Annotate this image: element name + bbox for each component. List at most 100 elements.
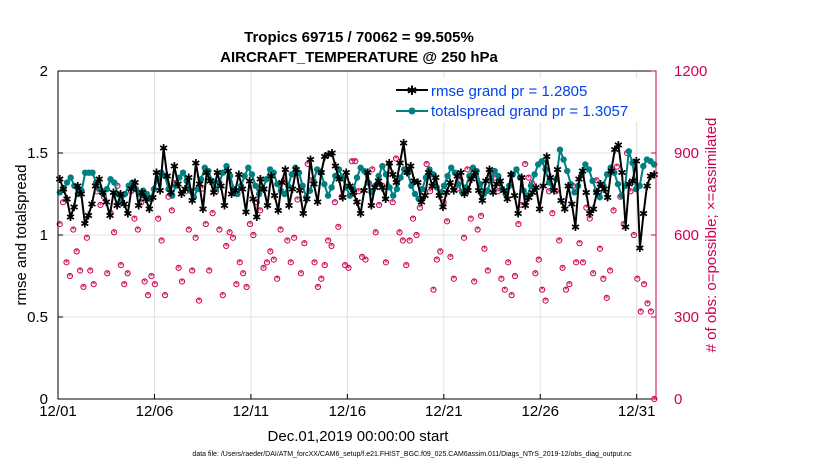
obs-possible-marker <box>236 259 243 266</box>
rmse-point: ✱ <box>105 209 114 222</box>
obs-possible-marker <box>389 199 396 206</box>
obs-assimilated-marker: * <box>401 236 405 245</box>
obs-possible-marker <box>396 229 403 236</box>
y-tick-left-label: 0.5 <box>27 309 48 326</box>
obs-possible-marker <box>80 283 87 291</box>
obs-assimilated-marker: * <box>455 185 459 194</box>
rmse-point: ✱ <box>59 183 68 196</box>
rmse-point: ✱ <box>542 150 551 163</box>
obs-possible-marker <box>76 267 84 274</box>
rmse-point: ✱ <box>625 178 634 191</box>
obs-assimilated-marker: * <box>567 280 571 289</box>
totalspread-point <box>640 162 647 170</box>
obs-assimilated-marker: * <box>591 269 595 278</box>
totalspread-point <box>379 162 386 170</box>
obs-assimilated-marker: * <box>190 267 194 276</box>
obs-assimilated-marker: * <box>323 261 327 270</box>
obs-assimilated-marker: * <box>574 258 578 267</box>
obs-possible-marker <box>216 226 223 233</box>
obs-assimilated-marker: * <box>612 206 616 215</box>
rmse-point: ✱ <box>77 188 86 201</box>
rmse-point: ✱ <box>352 196 361 209</box>
obs-possible-marker <box>532 270 539 277</box>
rmse-point: ✱ <box>474 185 483 198</box>
rmse-point: ✱ <box>592 186 601 199</box>
axis-ticks: 0 0.5 1 1.5 2 0 300 600 900 1200 12/01 12/06 12/11 12… <box>27 63 707 420</box>
rmse-point: ✱ <box>270 190 279 203</box>
obs-possible-marker <box>559 264 566 271</box>
obs-assimilated-marker: * <box>438 247 442 256</box>
rmse-point: ✱ <box>571 221 580 234</box>
rmse-point: ✱ <box>488 186 497 199</box>
totalspread-point <box>564 167 571 175</box>
obs-possible-marker <box>314 283 322 291</box>
rmse-point: ✱ <box>614 139 623 152</box>
rmse-point: ✱ <box>621 221 630 234</box>
obs-assimilated-marker: * <box>272 256 276 265</box>
obs-assimilated-marker: * <box>180 277 184 286</box>
totalspread-point <box>386 184 393 191</box>
rmse-point: ✱ <box>342 167 351 180</box>
x-tick-label: 12/01 <box>39 403 77 420</box>
obs-assimilated-marker: * <box>584 204 588 213</box>
totalspread-point <box>451 169 459 176</box>
rmse-point: ✱ <box>370 181 379 194</box>
totalspread-point <box>556 146 564 153</box>
totalspread-point <box>411 190 419 198</box>
rmse-point: ✱ <box>514 208 523 221</box>
rmse-point: ✱ <box>385 157 394 170</box>
rmse-point: ✱ <box>560 203 569 216</box>
totalspread-point <box>375 172 382 180</box>
obs-possible-marker <box>535 256 542 263</box>
legend-entry-rmse: ✱ rmse grand pr = 1.2805 <box>396 83 587 100</box>
totalspread-point <box>67 174 74 181</box>
rmse-point: ✱ <box>320 150 329 163</box>
y-tick-left-label: 0 <box>40 391 48 408</box>
obs-assimilated-marker: * <box>333 198 337 207</box>
totalspread-point <box>429 171 437 178</box>
totalspread-point <box>585 166 593 173</box>
totalspread-point <box>426 166 433 173</box>
obs-possible-marker <box>287 259 294 266</box>
obs-assimilated-marker: * <box>465 165 469 174</box>
obs-assimilated-marker: * <box>285 236 289 245</box>
obs-assimilated-marker: * <box>166 193 170 202</box>
obs-possible-marker <box>141 278 148 285</box>
rmse-point: ✱ <box>589 203 598 216</box>
obs-assimilated-marker: * <box>265 258 269 267</box>
obs-possible-marker <box>498 275 505 282</box>
rmse-point: ✱ <box>241 206 250 219</box>
obs-possible-marker <box>576 240 583 247</box>
obs-possible-marker <box>586 215 593 222</box>
obs-possible-marker <box>291 234 298 241</box>
totalspread-point <box>263 176 270 183</box>
obs-possible-marker <box>260 264 267 271</box>
obs-assimilated-marker: * <box>279 226 283 235</box>
rmse-point: ✱ <box>582 186 591 199</box>
obs-assimilated-marker: * <box>146 291 150 300</box>
rmse-point: ✱ <box>345 180 354 193</box>
totalspread-point <box>455 180 462 188</box>
obs-assimilated-marker: * <box>251 231 255 240</box>
obs-assimilated-marker: * <box>228 228 232 237</box>
obs-assimilated-marker: * <box>523 160 527 169</box>
obs-possible-marker <box>73 248 80 255</box>
obs-possible-marker <box>464 166 471 173</box>
rmse-point: ✱ <box>170 160 179 173</box>
obs-assimilated-marker: * <box>370 165 374 174</box>
rmse-point: ✱ <box>549 185 558 198</box>
totalspread-point <box>440 182 448 189</box>
obs-assimilated-marker: * <box>374 228 378 237</box>
obs-assimilated-marker: * <box>200 185 204 194</box>
rmse-point: ✱ <box>506 168 515 181</box>
x-tick-label: 12/31 <box>618 403 656 420</box>
rmse-point: ✱ <box>98 186 107 199</box>
obs-possible-marker <box>607 267 614 274</box>
obs-possible-marker <box>110 229 118 236</box>
obs-assimilated-marker: * <box>411 215 415 224</box>
rmse-point: ✱ <box>410 175 419 188</box>
legend-swatch-spread-marker <box>408 107 416 115</box>
obs-assimilated-marker: * <box>496 187 500 196</box>
rmse-point: ✱ <box>449 185 458 198</box>
obs-possible-marker <box>426 188 434 195</box>
